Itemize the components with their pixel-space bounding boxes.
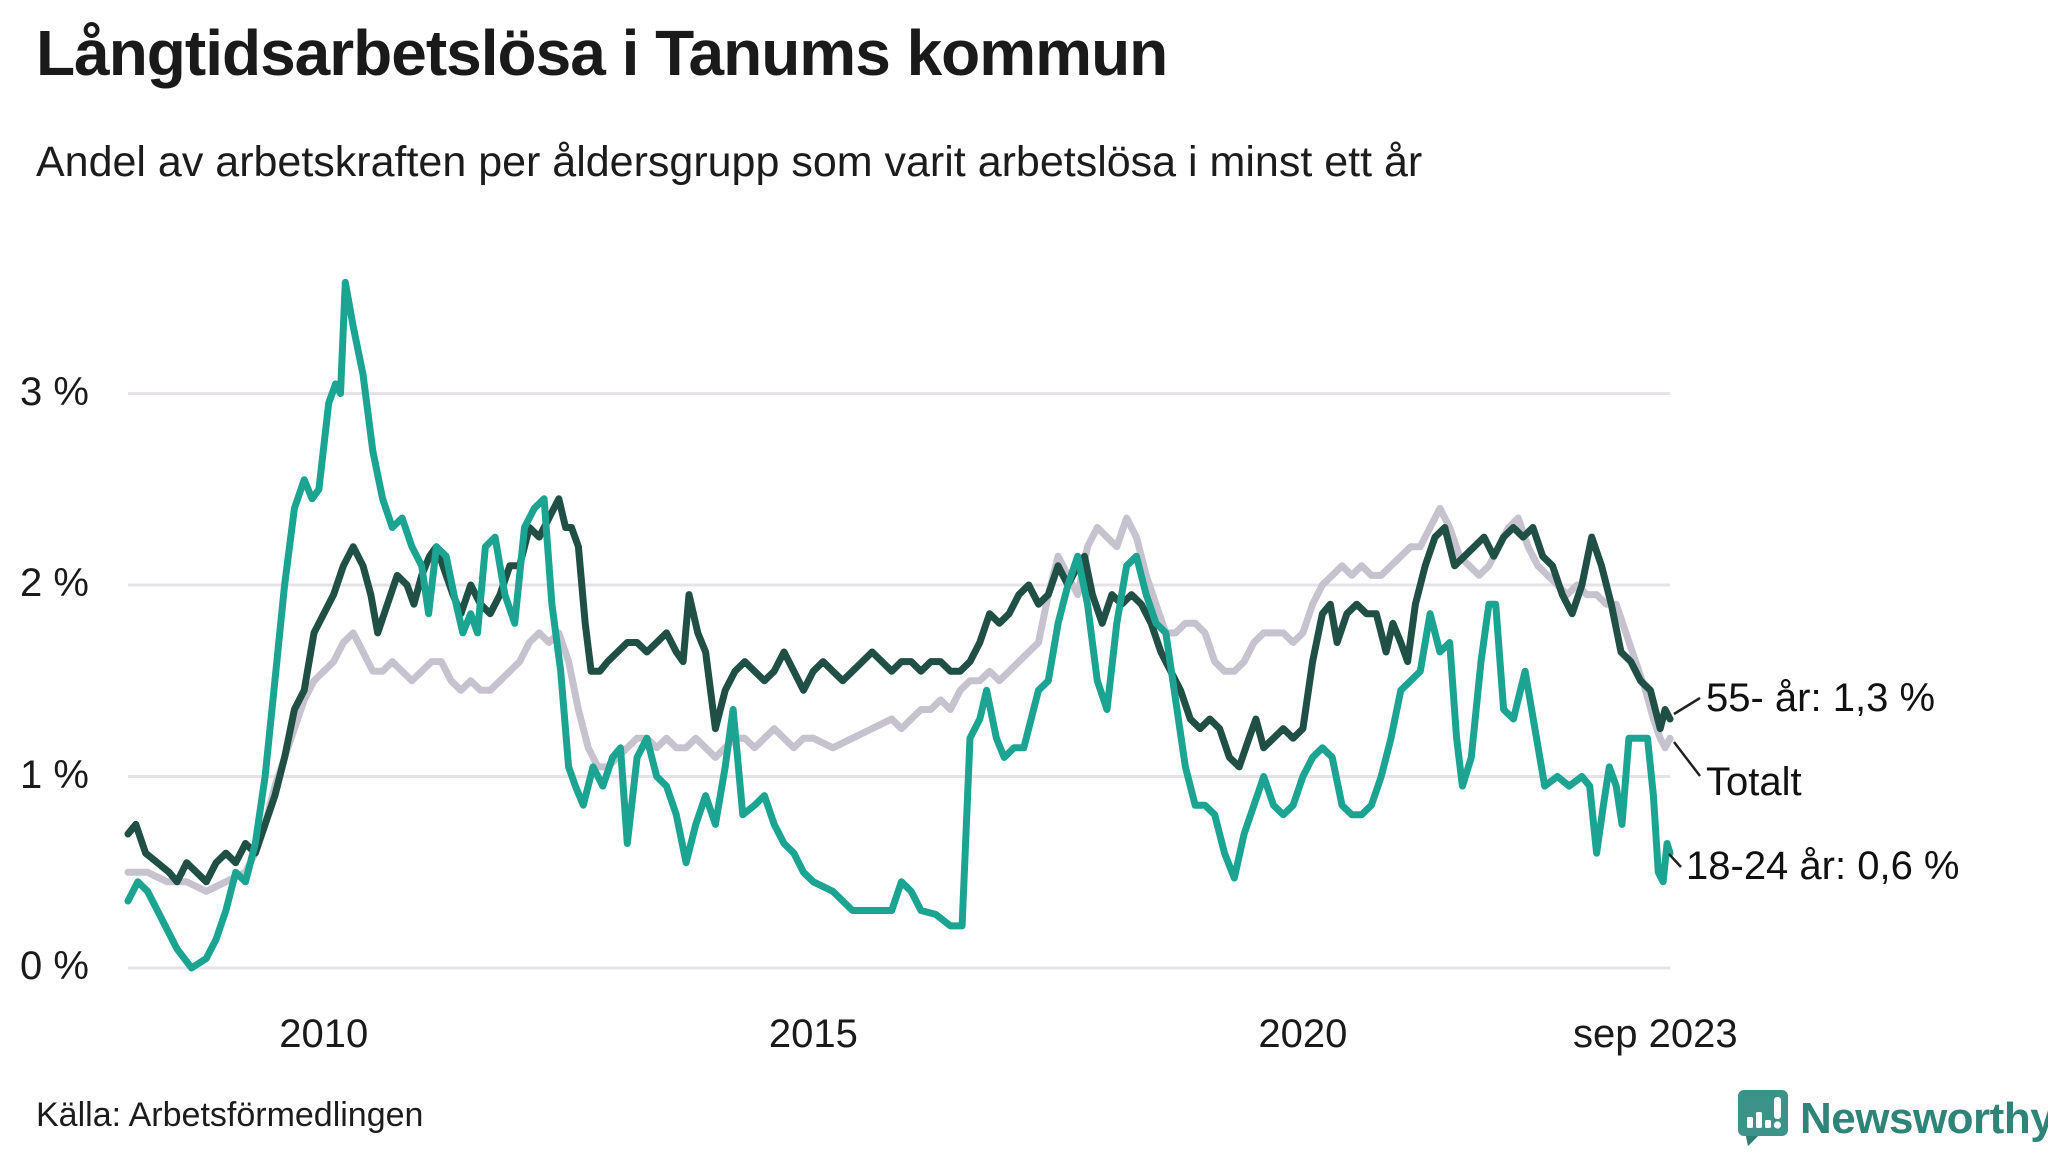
series-label-18-24: 18-24 år: 0,6 % — [1686, 844, 1960, 888]
x-tick-label: 2010 — [279, 1012, 369, 1056]
y-tick-label: 2 % — [20, 561, 89, 605]
series-line-totalt — [124, 504, 1674, 895]
label-connector — [1673, 741, 1701, 777]
series-line-55-r — [124, 495, 1674, 886]
label-connector — [1673, 696, 1701, 716]
y-tick-label: 3 % — [20, 369, 89, 414]
series-line-18-24-r — [124, 278, 1674, 972]
y-tick-label: 1 % — [20, 752, 89, 797]
page-title: Långtidsarbetslösa i Tanums kommun — [36, 17, 1168, 89]
newsworthy-logo-text: Newsworthy — [1800, 1094, 2048, 1143]
chart-subtitle: Andel av arbetskraften per åldersgrupp s… — [36, 138, 1423, 186]
series-label-55: 55- år: 1,3 % — [1706, 676, 1936, 720]
label-connector — [1668, 853, 1682, 868]
series-label-totalt: Totalt — [1706, 760, 1802, 804]
x-tick-label: 2015 — [768, 1012, 858, 1056]
source-note: Källa: Arbetsförmedlingen — [36, 1096, 424, 1134]
x-tick-label: sep 2023 — [1573, 1012, 1738, 1056]
y-tick-label: 0 % — [20, 944, 89, 988]
x-tick-label: 2020 — [1258, 1012, 1348, 1056]
newsworthy-logo-icon — [1738, 1090, 1788, 1146]
